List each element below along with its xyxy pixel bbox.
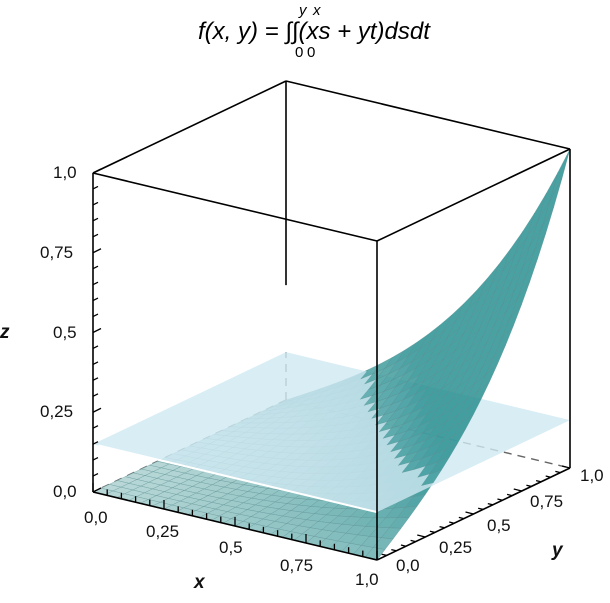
title-integrand: (xs + yt)dsdt	[298, 18, 430, 45]
axis-tick	[526, 484, 532, 488]
x-tick-label: 0,0	[84, 508, 108, 527]
axis-tick	[561, 465, 571, 469]
axis-tick	[410, 539, 416, 543]
axis-tick	[92, 233, 99, 238]
box-edge	[92, 172, 378, 242]
x-tick-label: 0,25	[146, 522, 180, 541]
axis-tick	[92, 377, 99, 381]
axis-tick	[92, 345, 99, 350]
axis-tick	[439, 525, 445, 529]
z-tick-label: 0,0	[53, 482, 77, 501]
axis-tick	[429, 530, 436, 534]
axis-tick	[92, 457, 99, 461]
axis-tick	[368, 557, 378, 561]
plane-front-edge	[98, 444, 378, 514]
axis-tick	[92, 472, 99, 477]
lower-limit-outer: 0	[295, 44, 304, 61]
title-formula: f(x, y) = ∫∫(xs + yt)dsdt	[198, 18, 430, 46]
y-tick-label: 0,25	[439, 538, 473, 557]
axis-tick	[465, 511, 474, 515]
upper-limit-inner: x	[313, 2, 321, 19]
axis-tick	[92, 393, 99, 397]
axis-tick	[506, 493, 513, 497]
axis-tick	[92, 217, 99, 222]
axis-tick	[92, 407, 102, 413]
axis-tick	[92, 248, 102, 254]
axis-tick	[497, 498, 503, 501]
z-axis-title: z	[0, 322, 10, 343]
axis-tick	[92, 425, 99, 429]
axis-tick	[92, 168, 102, 174]
axis-tick	[92, 313, 99, 318]
axis-tick	[381, 553, 387, 557]
integral-signs: ∫∫	[285, 18, 299, 45]
axis-tick	[417, 534, 426, 538]
y-tick-label: 0,5	[487, 516, 511, 535]
y-tick-label: 0,0	[396, 556, 420, 575]
axis-tick	[92, 441, 99, 445]
x-tick-label: 0,75	[280, 556, 314, 575]
box-edge	[376, 148, 571, 242]
axis-tick	[555, 470, 561, 474]
x-tick-label: 0,5	[219, 538, 243, 557]
surface-patch	[420, 469, 442, 486]
axis-tick	[92, 201, 99, 206]
axis-tick	[513, 488, 522, 492]
z-tick-label: 0,5	[53, 323, 77, 342]
axis-tick	[487, 502, 493, 506]
axis-tick	[92, 327, 102, 334]
axis-tick	[391, 548, 397, 552]
y-tick-label: 1,0	[580, 466, 604, 485]
axis-tick	[458, 516, 465, 520]
axis-tick	[449, 521, 455, 524]
axis-tick	[92, 297, 99, 302]
box-edge	[92, 80, 287, 174]
axis-tick	[92, 185, 99, 190]
axis-tick	[535, 479, 542, 483]
axis-tick	[92, 361, 99, 365]
axis-tick	[400, 544, 407, 547]
lower-limit-inner: 0	[307, 44, 316, 61]
axis-tick	[545, 475, 551, 478]
box-edge	[285, 80, 571, 150]
chart-title: y x 0 0 f(x, y) = ∫∫(xs + yt)dsdt	[0, 0, 610, 70]
z-tick-label: 0,25	[40, 402, 74, 421]
axis-tick	[477, 507, 484, 511]
axis-tick	[92, 281, 99, 286]
axis-tick	[92, 487, 102, 493]
y-tick-label: 0,75	[530, 492, 564, 511]
title-lhs: f(x, y) =	[198, 18, 286, 45]
z-tick-label: 0,75	[40, 243, 74, 262]
y-axis-title: y	[552, 540, 563, 561]
upper-limit-outer: y	[299, 2, 307, 19]
axis-tick	[92, 265, 99, 270]
x-axis-title: x	[194, 572, 205, 593]
x-tick-label: 1,0	[355, 570, 379, 589]
z-tick-label: 1,0	[53, 163, 77, 182]
